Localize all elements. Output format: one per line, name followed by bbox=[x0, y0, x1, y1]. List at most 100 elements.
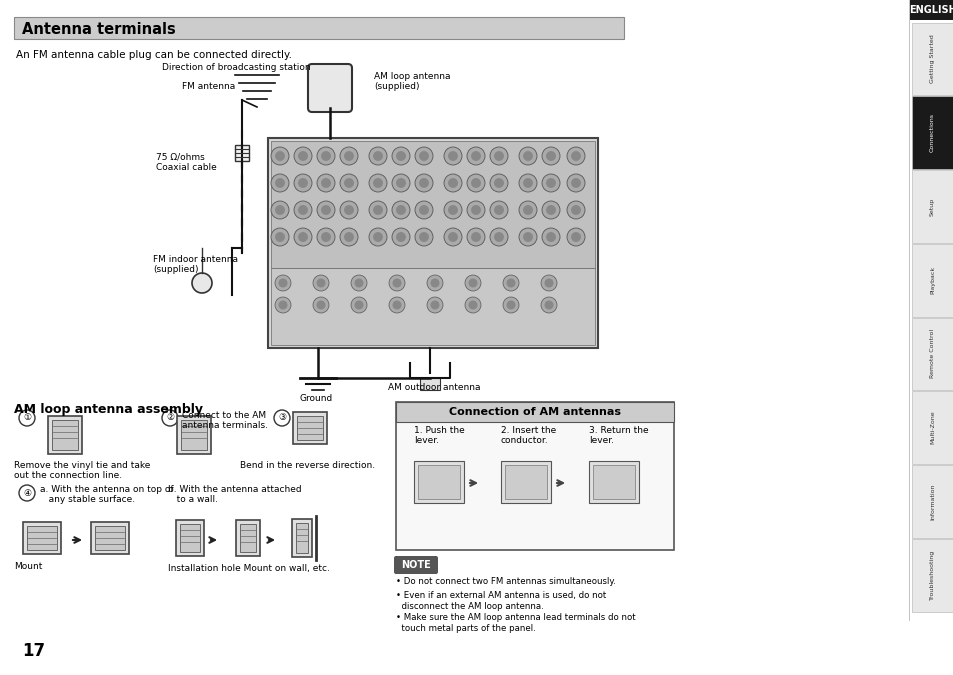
Circle shape bbox=[540, 275, 557, 291]
Circle shape bbox=[522, 232, 533, 242]
Text: Connections: Connections bbox=[929, 113, 934, 152]
Bar bbox=[295, 523, 308, 553]
Bar bbox=[911, 392, 952, 464]
Text: a. With the antenna on top of
   any stable surface.: a. With the antenna on top of any stable… bbox=[40, 485, 173, 504]
Bar bbox=[419, 378, 439, 390]
Circle shape bbox=[571, 178, 580, 188]
Circle shape bbox=[392, 147, 410, 165]
Circle shape bbox=[522, 151, 533, 161]
Bar bbox=[911, 244, 952, 317]
FancyBboxPatch shape bbox=[394, 556, 437, 574]
Circle shape bbox=[464, 275, 480, 291]
Circle shape bbox=[271, 147, 289, 165]
Bar bbox=[296, 416, 323, 440]
Circle shape bbox=[566, 228, 584, 246]
Bar bbox=[593, 465, 635, 499]
Bar bbox=[911, 97, 952, 169]
Text: Setup: Setup bbox=[929, 197, 934, 215]
Circle shape bbox=[448, 232, 457, 242]
Circle shape bbox=[571, 232, 580, 242]
Text: FM antenna: FM antenna bbox=[182, 82, 235, 91]
Circle shape bbox=[351, 275, 367, 291]
Text: Connect to the AM
antenna terminals.: Connect to the AM antenna terminals. bbox=[182, 411, 268, 431]
Circle shape bbox=[316, 228, 335, 246]
Circle shape bbox=[494, 178, 503, 188]
Text: ENGLISH: ENGLISH bbox=[908, 5, 953, 15]
Circle shape bbox=[448, 178, 457, 188]
Circle shape bbox=[392, 228, 410, 246]
Circle shape bbox=[274, 297, 291, 313]
Text: ①: ① bbox=[23, 414, 31, 423]
Circle shape bbox=[395, 232, 406, 242]
Circle shape bbox=[351, 297, 367, 313]
Circle shape bbox=[471, 151, 480, 161]
Text: Installation hole Mount on wall, etc.: Installation hole Mount on wall, etc. bbox=[168, 564, 330, 573]
Circle shape bbox=[506, 300, 515, 310]
Circle shape bbox=[518, 228, 537, 246]
Circle shape bbox=[316, 279, 325, 288]
Text: An FM antenna cable plug can be connected directly.: An FM antenna cable plug can be connecte… bbox=[16, 50, 292, 60]
Bar bbox=[911, 170, 952, 243]
Circle shape bbox=[443, 228, 461, 246]
Text: • Make sure the AM loop antenna lead terminals do not
  touch metal parts of the: • Make sure the AM loop antenna lead ter… bbox=[395, 613, 635, 633]
Circle shape bbox=[494, 232, 503, 242]
Circle shape bbox=[297, 232, 308, 242]
Circle shape bbox=[494, 151, 503, 161]
Circle shape bbox=[316, 174, 335, 192]
Bar bbox=[52, 420, 78, 450]
Bar bbox=[911, 465, 952, 538]
Circle shape bbox=[395, 205, 406, 215]
Circle shape bbox=[430, 300, 439, 310]
Circle shape bbox=[415, 228, 433, 246]
Circle shape bbox=[294, 147, 312, 165]
Bar bbox=[293, 412, 327, 444]
Text: • Do not connect two FM antennas simultaneously.: • Do not connect two FM antennas simulta… bbox=[395, 577, 616, 586]
Circle shape bbox=[321, 178, 331, 188]
Circle shape bbox=[427, 275, 442, 291]
Circle shape bbox=[392, 201, 410, 219]
Circle shape bbox=[415, 147, 433, 165]
Circle shape bbox=[464, 297, 480, 313]
Circle shape bbox=[297, 178, 308, 188]
Bar bbox=[95, 526, 125, 550]
Circle shape bbox=[373, 178, 382, 188]
Text: 1. Push the
lever.: 1. Push the lever. bbox=[414, 426, 464, 446]
Bar bbox=[417, 465, 459, 499]
Circle shape bbox=[274, 178, 285, 188]
Circle shape bbox=[392, 279, 401, 288]
Bar bbox=[235, 520, 260, 556]
Bar bbox=[500, 461, 551, 503]
Circle shape bbox=[369, 147, 387, 165]
Bar bbox=[271, 141, 595, 268]
Circle shape bbox=[544, 300, 553, 310]
Circle shape bbox=[392, 300, 401, 310]
Circle shape bbox=[392, 174, 410, 192]
Bar bbox=[911, 539, 952, 612]
Circle shape bbox=[369, 201, 387, 219]
Text: Mount: Mount bbox=[14, 562, 42, 571]
Bar bbox=[180, 524, 200, 552]
Text: 17: 17 bbox=[22, 642, 45, 660]
Circle shape bbox=[566, 174, 584, 192]
Circle shape bbox=[316, 300, 325, 310]
Text: AM outdoor antenna: AM outdoor antenna bbox=[388, 383, 480, 392]
Circle shape bbox=[502, 297, 518, 313]
Bar bbox=[911, 317, 952, 390]
Circle shape bbox=[418, 232, 429, 242]
Circle shape bbox=[571, 151, 580, 161]
Circle shape bbox=[545, 232, 556, 242]
Text: Playback: Playback bbox=[929, 266, 934, 294]
Bar bbox=[395, 402, 673, 422]
Bar bbox=[175, 520, 204, 556]
Circle shape bbox=[369, 174, 387, 192]
Circle shape bbox=[344, 178, 354, 188]
Text: Antenna terminals: Antenna terminals bbox=[22, 22, 175, 36]
Text: 3. Return the
lever.: 3. Return the lever. bbox=[588, 426, 648, 446]
Bar bbox=[23, 522, 61, 554]
Circle shape bbox=[522, 178, 533, 188]
Circle shape bbox=[506, 279, 515, 288]
Circle shape bbox=[373, 232, 382, 242]
Circle shape bbox=[278, 279, 287, 288]
Circle shape bbox=[545, 205, 556, 215]
Circle shape bbox=[344, 205, 354, 215]
